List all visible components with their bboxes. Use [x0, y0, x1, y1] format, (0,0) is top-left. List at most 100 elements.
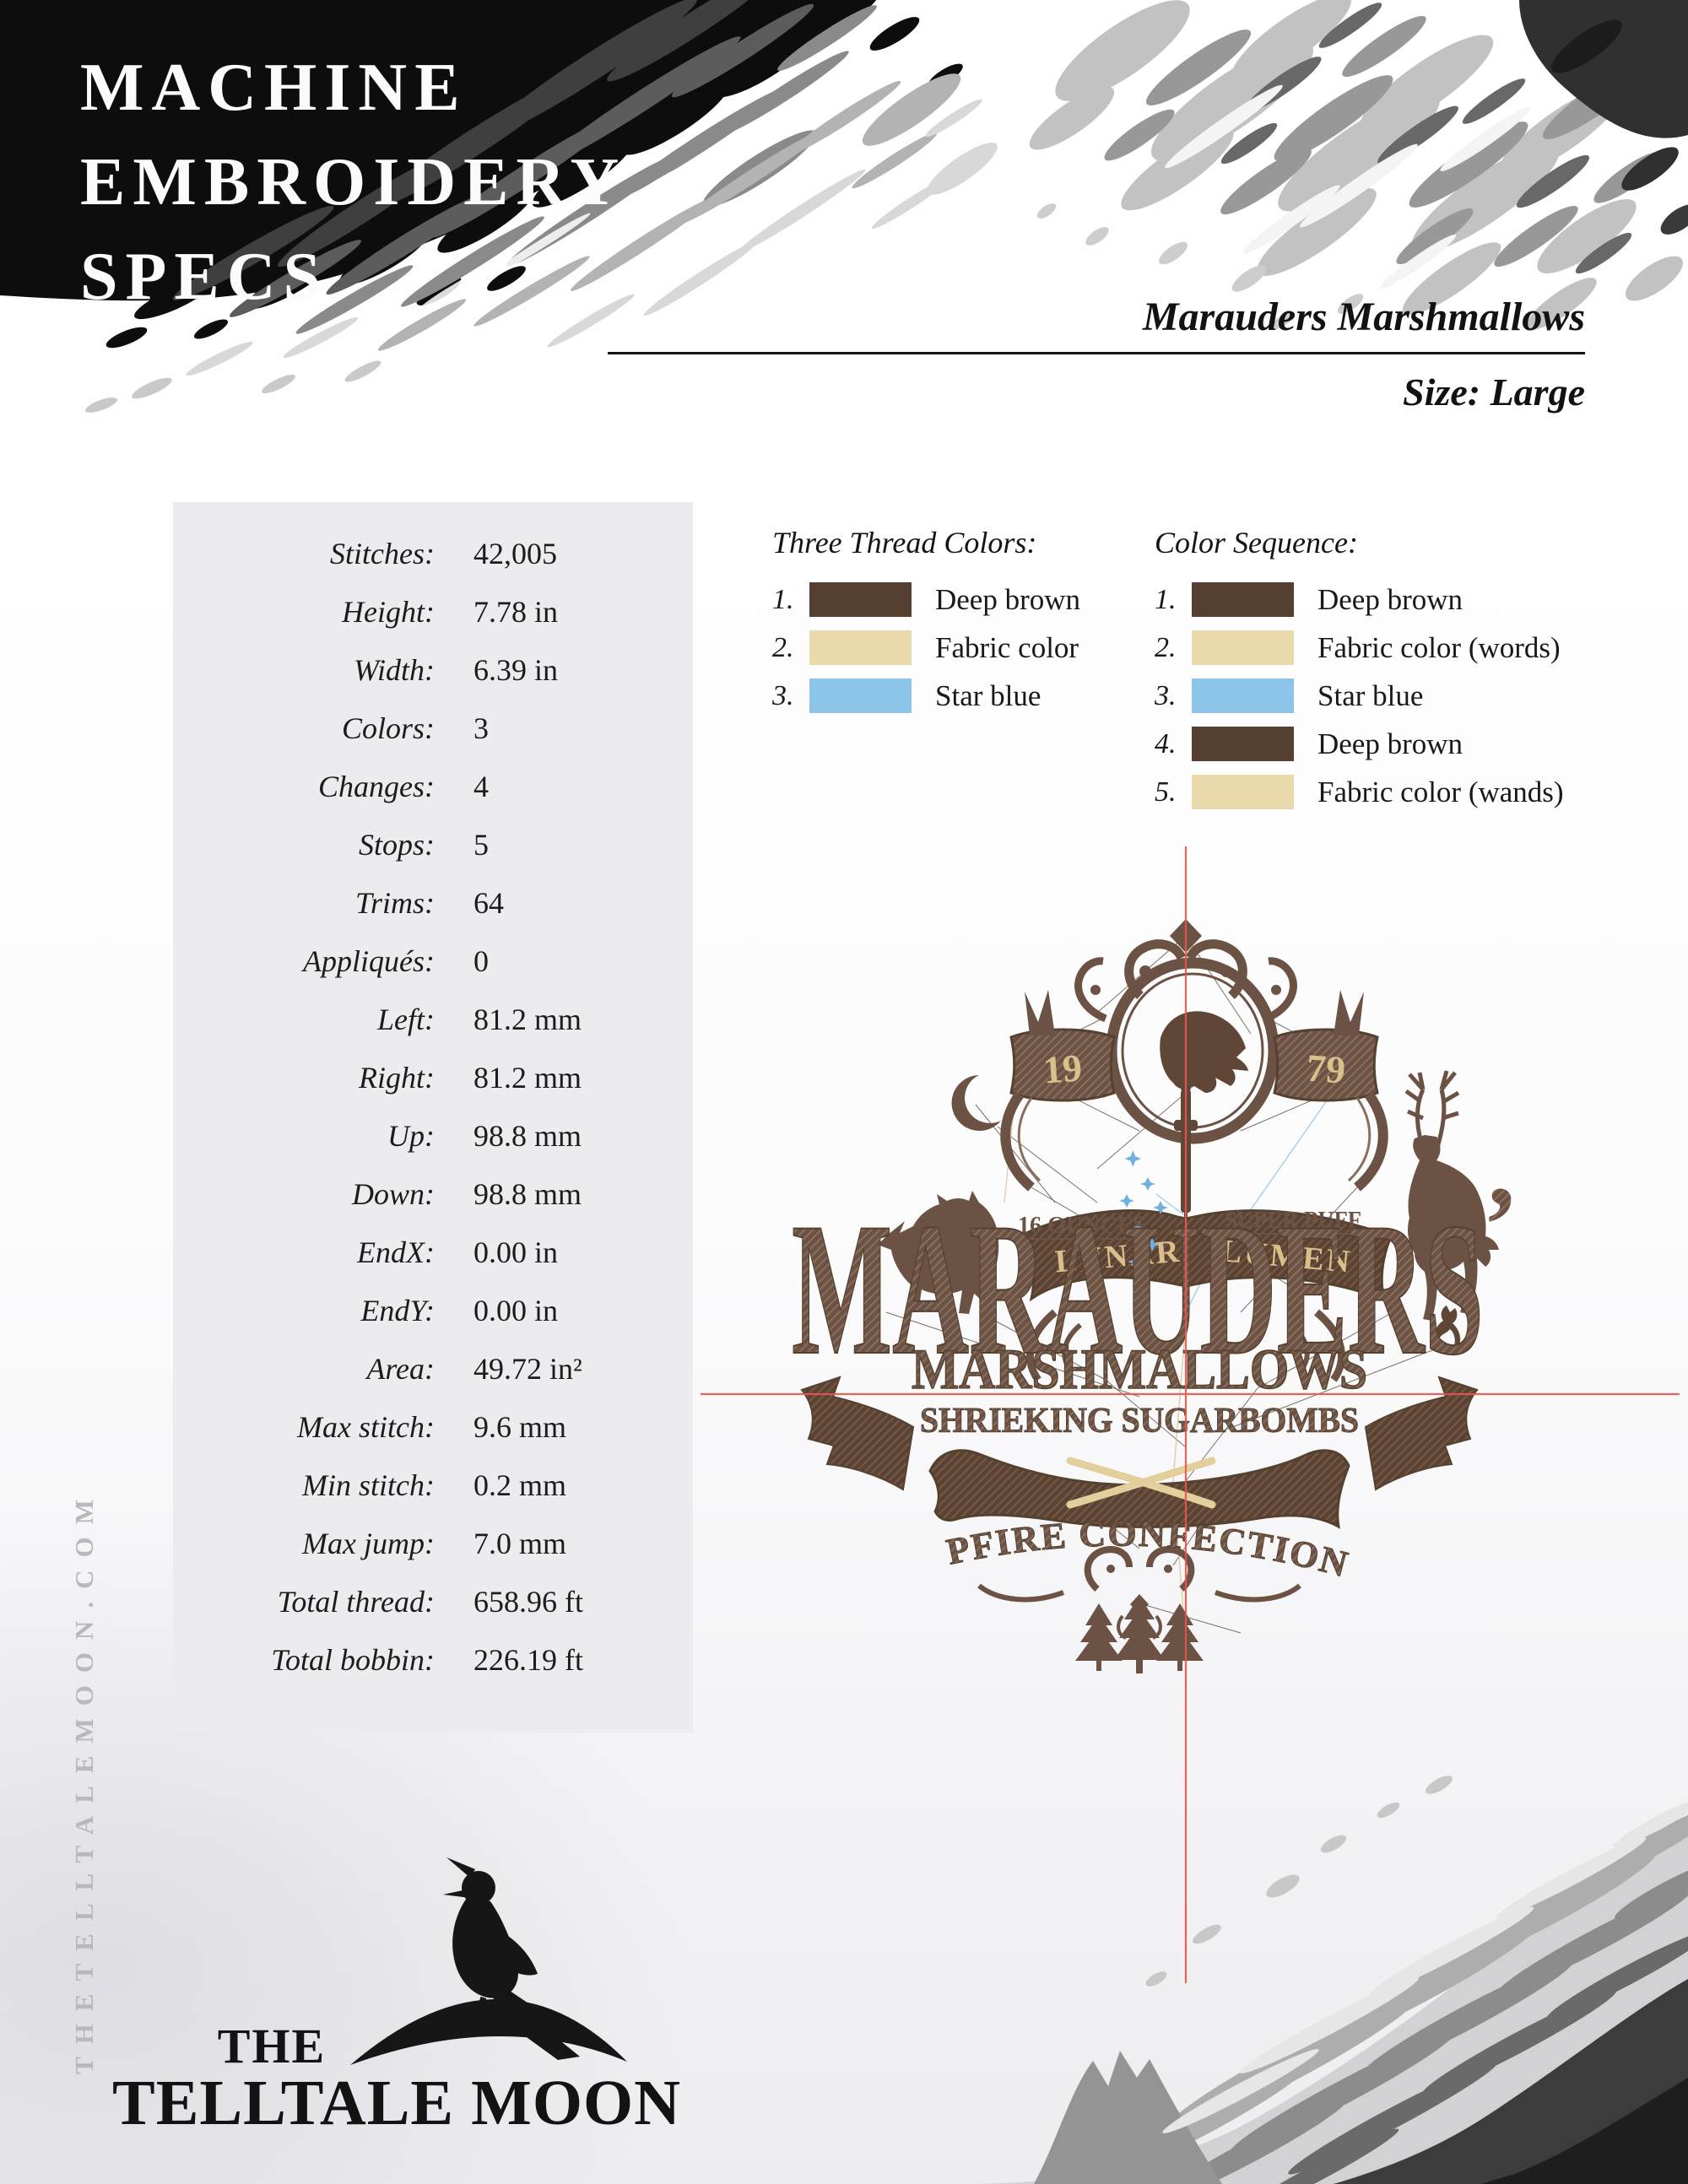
color-label: Star blue	[1317, 678, 1424, 712]
color-label: Deep brown	[935, 582, 1081, 616]
flag-left-prongs	[1025, 990, 1055, 1035]
stat-value: 0	[473, 944, 489, 978]
stats-row: Left: 81.2 mm	[173, 1002, 693, 1060]
wolf-silhouette	[878, 1191, 999, 1322]
stat-label: Stitches:	[330, 537, 435, 570]
stat-value: 0.00 in	[473, 1235, 559, 1269]
ounces-label: 16 OUNCES	[1018, 1213, 1146, 1239]
color-swatch-deep-brown	[1192, 727, 1294, 761]
page-title-line3: SPECS	[80, 240, 328, 314]
sequence-item: 5. Fabric color (wands)	[1155, 775, 1564, 809]
stat-label: Up:	[387, 1119, 435, 1153]
crow-moon-logo	[350, 1857, 627, 2065]
stats-row: EndY: 0.00 in	[173, 1293, 693, 1351]
stat-label: Changes:	[318, 770, 435, 803]
bottom-flourish	[977, 1546, 1301, 1640]
brand-name: TELLTALE MOON	[112, 2068, 681, 2138]
sequence-item: 3. Star blue	[1155, 678, 1564, 713]
stat-value: 81.2 mm	[473, 1003, 582, 1036]
topright-gray-brush	[1029, 0, 1688, 330]
stat-label: Height:	[342, 595, 435, 629]
color-swatch-deep-brown	[1192, 582, 1294, 617]
blue-stars	[1119, 1150, 1168, 1268]
item-number: 1.	[1155, 583, 1177, 615]
stat-label: Right:	[359, 1061, 435, 1095]
color-label: Deep brown	[1317, 727, 1463, 760]
bottomright-gray-brush	[962, 1776, 1688, 2184]
color-sequence-heading: Color Sequence:	[1155, 526, 1358, 560]
footer-brand: THE TELLTALE MOON	[63, 1844, 730, 2165]
stats-row: Stops: 5	[173, 827, 693, 885]
design-crest	[800, 919, 1499, 1673]
stat-value: 0.2 mm	[473, 1468, 567, 1502]
item-number: 4.	[1155, 727, 1177, 760]
stats-row: Down: 98.8 mm	[173, 1176, 693, 1235]
stat-value: 64	[473, 886, 504, 920]
stat-label: Stops:	[359, 828, 435, 862]
stats-row: Up: 98.8 mm	[173, 1118, 693, 1176]
page-title-line2: EMBROIDERY	[80, 145, 627, 219]
color-swatch-deep-brown	[809, 582, 912, 617]
stats-row: Total bobbin: 226.19 ft	[173, 1642, 693, 1700]
pine-trees-icon	[1075, 1596, 1204, 1673]
stat-value: 42,005	[473, 537, 557, 570]
stats-row: Changes: 4	[173, 769, 693, 827]
stat-label: Max jump:	[302, 1527, 435, 1560]
stat-value: 226.19 ft	[473, 1643, 583, 1677]
stats-row: Right: 81.2 mm	[173, 1060, 693, 1118]
year-right: 79	[1305, 1046, 1346, 1091]
stat-label: Width:	[354, 653, 435, 687]
stat-value: 658.96 ft	[473, 1585, 583, 1619]
sequence-item: 4. Deep brown	[1155, 727, 1564, 761]
header-right: Marauders Marshmallows Size: Large	[608, 294, 1585, 414]
item-number: 2.	[1155, 631, 1177, 663]
stats-row: Total thread: 658.96 ft	[173, 1584, 693, 1642]
thread-color-item: 1. Deep brown	[772, 582, 1080, 617]
stats-row: Min stitch: 0.2 mm	[173, 1468, 693, 1526]
puff-label: SUPER PUFF	[1225, 1208, 1361, 1234]
item-number: 2.	[772, 631, 794, 663]
stats-row: Height: 7.78 in	[173, 594, 693, 652]
stats-row: Width: 6.39 in	[173, 652, 693, 711]
sequence-item: 2. Fabric color (words)	[1155, 630, 1564, 665]
stats-panel: Stitches: 42,005 Height: 7.78 in Width: 6.3…	[173, 502, 693, 1733]
stat-label: Total thread:	[277, 1585, 435, 1619]
stat-value: 6.39 in	[473, 653, 559, 687]
page-title-line1: MACHINE	[80, 51, 468, 125]
stat-value: 3	[473, 711, 489, 745]
stat-label: Down:	[352, 1177, 435, 1211]
scroll-tail-left	[800, 1376, 915, 1491]
stat-value: 4	[473, 770, 489, 803]
stat-label: Max stitch:	[297, 1410, 435, 1444]
color-label: Fabric color (words)	[1317, 630, 1561, 664]
stat-value: 7.0 mm	[473, 1527, 567, 1560]
stat-value: 81.2 mm	[473, 1061, 582, 1095]
flag-right-prongs	[1334, 990, 1364, 1035]
color-swatch-star-blue	[1192, 678, 1294, 713]
color-swatch-star-blue	[809, 678, 912, 713]
page-title: MACHINE EMBROIDERY SPECS	[80, 41, 626, 324]
stat-label: Min stitch:	[302, 1468, 435, 1502]
crow-icon	[443, 1857, 580, 2060]
stat-label: Total bobbin:	[271, 1643, 435, 1677]
stat-label: Area:	[366, 1352, 435, 1386]
stat-value: 9.6 mm	[473, 1410, 567, 1444]
stats-row: Stitches: 42,005	[173, 536, 693, 594]
stats-row: Max stitch: 9.6 mm	[173, 1409, 693, 1468]
embroidery-design-preview: 19 79 LUNAR LUMEN 16 OUNCES SUPER PUFF M…	[701, 840, 1680, 1983]
design-title: MARAUDERS	[792, 1183, 1484, 1394]
design-tagline: SHRIEKING SUGARBOMBS	[920, 1402, 1359, 1441]
color-label: Fabric color (wands)	[1317, 775, 1564, 808]
color-label: Star blue	[935, 678, 1041, 712]
header-divider	[608, 352, 1585, 354]
stag-silhouette	[1404, 1070, 1499, 1321]
color-label: Deep brown	[1317, 582, 1463, 616]
stat-label: Colors:	[341, 711, 435, 745]
item-number: 3.	[772, 679, 794, 711]
scroll-tail-right	[1364, 1376, 1479, 1491]
color-sequence-list: Color Sequence: 1. Deep brown 2. Fabric …	[1155, 525, 1564, 823]
stats-row: Max jump: 7.0 mm	[173, 1526, 693, 1584]
crosshair-guides	[701, 846, 1680, 1983]
